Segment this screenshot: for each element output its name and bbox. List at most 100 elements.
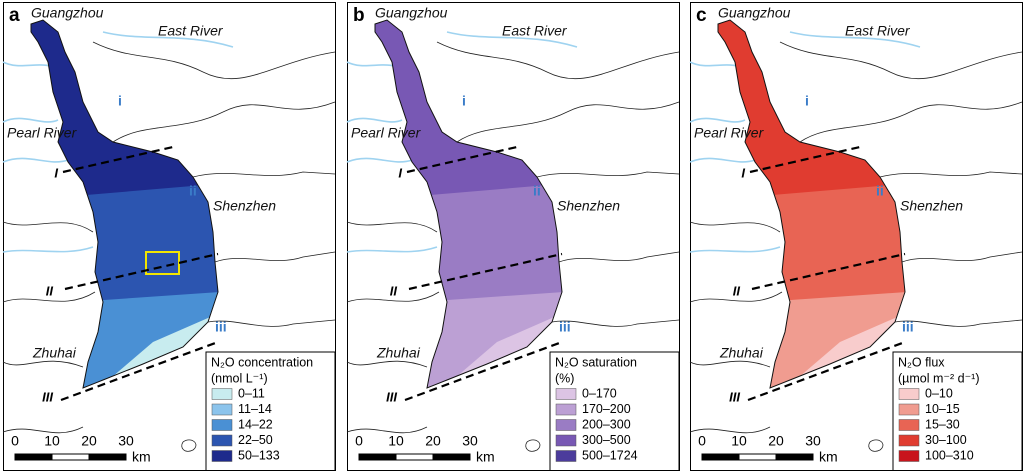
section-line: [64, 252, 219, 291]
coastline: [2, 221, 94, 233]
scale-unit: km: [819, 449, 838, 465]
coastline: [214, 251, 336, 263]
scale-segment: [738, 453, 777, 461]
zone-label: ii: [189, 183, 197, 199]
section-label: II: [46, 283, 54, 298]
coastline: [436, 41, 680, 80]
estuary-outline: [374, 19, 563, 389]
zone-label: iii: [559, 319, 571, 335]
section-label: II: [733, 283, 741, 298]
legend-swatch: [555, 403, 577, 416]
river: [102, 31, 234, 48]
zone-label: iii: [902, 319, 914, 335]
legend-unit: (µmol m⁻² d⁻¹): [898, 371, 980, 385]
place-label: Pearl River: [7, 125, 78, 141]
legend-label: 10–15: [925, 402, 960, 416]
section-line: [62, 145, 174, 174]
legend-label: 30–100: [925, 433, 967, 447]
section-label: III: [42, 389, 53, 404]
legend-swatch: [898, 403, 920, 416]
scale-tick-label: 10: [44, 433, 60, 449]
panel-letter: a: [9, 5, 20, 26]
section-label: III: [729, 389, 740, 404]
estuary-outline: [30, 19, 219, 389]
coastline: [689, 221, 781, 233]
section-line: [749, 145, 861, 174]
coastline: [346, 426, 428, 434]
place-label: Shenzhen: [900, 198, 963, 214]
coastline: [92, 41, 336, 80]
legend-label: 14–22: [238, 417, 273, 431]
place-label: Shenzhen: [557, 198, 620, 214]
panel-letter: b: [353, 5, 365, 26]
section-label: II: [390, 283, 398, 298]
place-label: East River: [158, 23, 224, 39]
coastline: [551, 319, 680, 327]
coastline: [112, 101, 336, 143]
scale-tick-label: 20: [768, 433, 784, 449]
coastline: [779, 41, 1023, 80]
legend-label: 22–50: [238, 433, 273, 447]
coastline: [2, 426, 84, 434]
legend-swatch: [211, 388, 233, 400]
legend-swatch: [555, 388, 577, 400]
legend-title: N₂O concentration: [211, 355, 313, 369]
legend-label: 500–1724: [582, 448, 638, 462]
coastline: [2, 360, 84, 368]
zone-label: ii: [876, 183, 884, 199]
scale-segment: [775, 453, 814, 461]
scale-tick-label: 10: [388, 433, 404, 449]
scale-segment: [358, 453, 397, 461]
scale-tick-label: 30: [118, 433, 134, 449]
coastline: [879, 171, 1023, 178]
estuary-outline: [717, 19, 906, 389]
coastline: [2, 291, 96, 303]
legend-swatch: [898, 434, 920, 447]
zone-label: i: [118, 93, 122, 109]
scale-tick-label: 30: [805, 433, 821, 449]
coastline: [536, 171, 680, 178]
scale-segment: [14, 453, 53, 461]
coastline: [346, 221, 438, 233]
coastline: [192, 171, 336, 178]
place-label: East River: [845, 23, 911, 39]
scale-unit: km: [132, 449, 151, 465]
place-label: Guangzhou: [718, 5, 791, 21]
section-line: [404, 340, 563, 402]
coastline: [689, 291, 783, 303]
place-label: Zhuhai: [376, 345, 421, 361]
scale-tick-label: 0: [698, 433, 706, 449]
scale-segment: [88, 453, 127, 461]
legend-swatch: [555, 419, 577, 431]
place-label: Pearl River: [351, 125, 422, 141]
river: [689, 246, 781, 253]
section-label: I: [741, 165, 745, 180]
river: [689, 157, 756, 163]
legend-label: 11–14: [238, 402, 272, 416]
zone-label: iii: [215, 319, 227, 335]
section-line: [751, 252, 906, 291]
coastline: [689, 426, 771, 434]
legend-label: 0–11: [238, 386, 265, 400]
coastline: [894, 319, 1023, 327]
section-label: III: [386, 389, 397, 404]
river: [346, 157, 413, 163]
place-label: Shenzhen: [213, 198, 276, 214]
river: [346, 117, 403, 123]
legend-label: 170–200: [582, 402, 631, 416]
legend-title: N₂O saturation: [555, 355, 637, 369]
coastline: [346, 360, 428, 368]
section-line: [406, 145, 518, 174]
coastline: [346, 291, 440, 303]
section-label: I: [398, 165, 402, 180]
legend-swatch: [555, 434, 577, 447]
place-label: Zhuhai: [32, 345, 77, 361]
legend-label: 0–170: [582, 386, 617, 400]
section-line: [60, 340, 219, 402]
zone-fill: [83, 307, 218, 388]
coastline: [868, 439, 884, 452]
scale-segment: [51, 453, 90, 461]
river: [2, 246, 94, 253]
legend-swatch: [898, 450, 920, 462]
coastline: [689, 360, 771, 368]
